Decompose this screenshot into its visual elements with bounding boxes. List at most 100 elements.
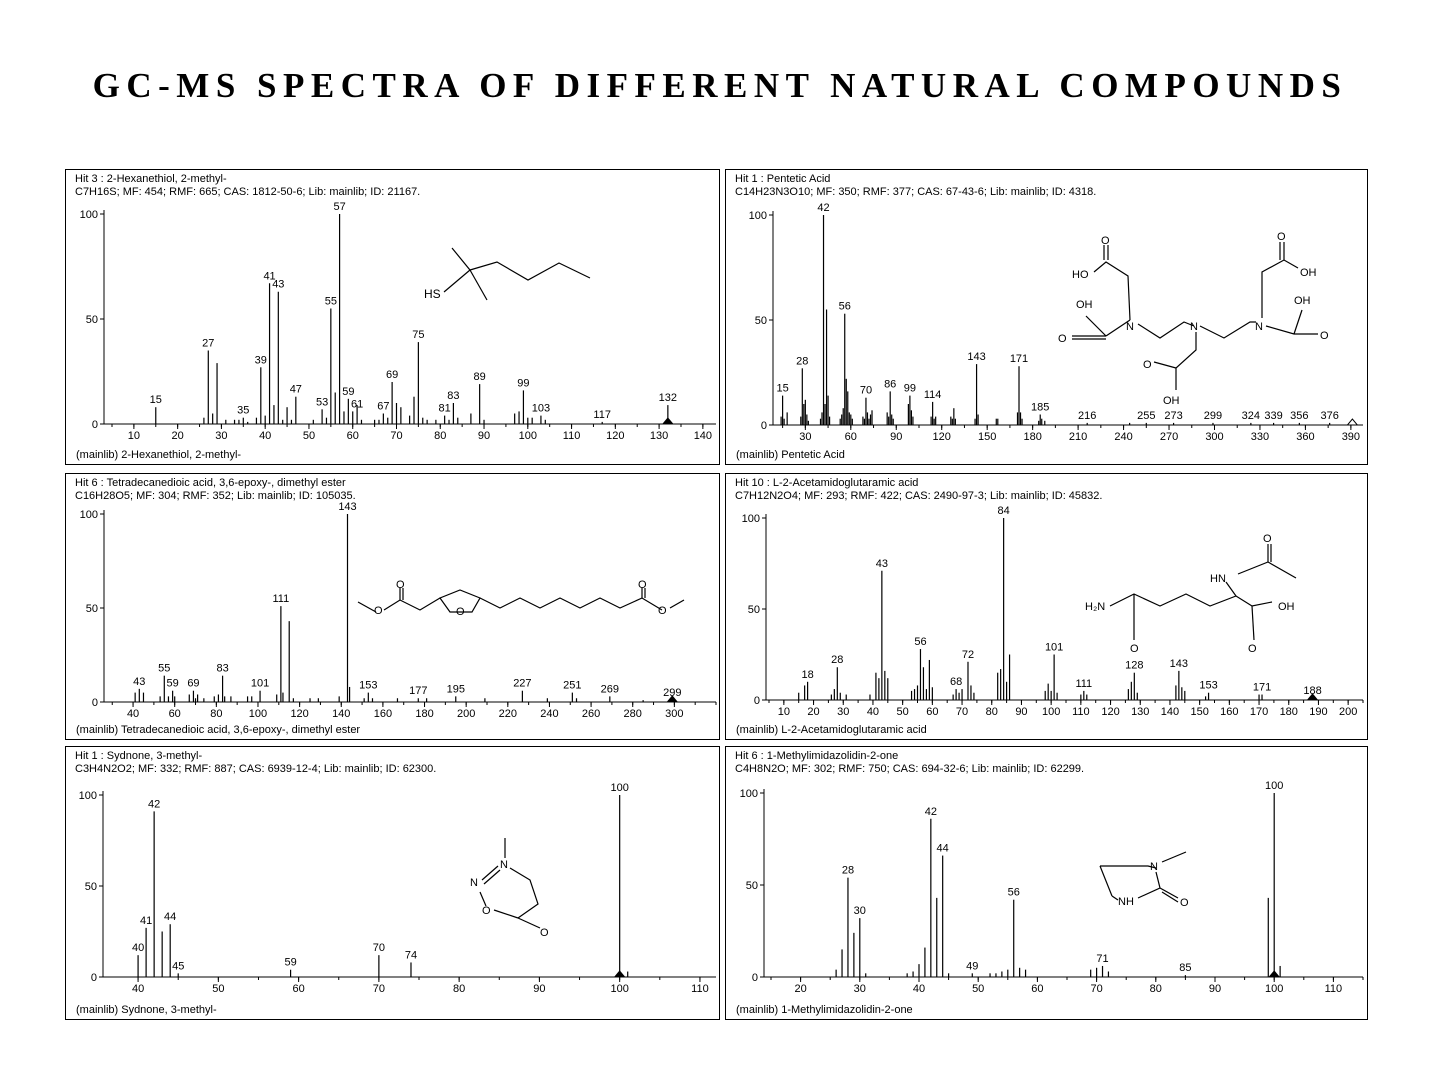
- peak-label: 339: [1264, 410, 1282, 422]
- peak-label: 85: [1179, 962, 1191, 974]
- peak-label: 75: [412, 329, 424, 341]
- y-tick-label: 50: [85, 881, 97, 893]
- molecular-ion-marker: [666, 695, 679, 703]
- x-tick-label: 70: [956, 706, 968, 718]
- y-tick-label: 50: [86, 603, 98, 615]
- svg-text:N: N: [1255, 321, 1263, 333]
- y-tick-label: 100: [749, 210, 767, 222]
- peak-label: 376: [1320, 410, 1338, 422]
- peak-label: 39: [255, 354, 267, 366]
- y-tick-label: 0: [92, 419, 98, 431]
- y-tick-label: 0: [754, 695, 760, 707]
- structure-acetamidoglutaramic: H₂N O O OH HN O: [1085, 533, 1297, 655]
- svg-text:O: O: [1263, 533, 1272, 545]
- x-tick-label: 110: [563, 430, 581, 442]
- svg-text:OH: OH: [1076, 299, 1093, 311]
- peak-label: 84: [998, 505, 1010, 517]
- spectrum-header: Hit 6 : 1-Methylimidazolidin-2-one C4H8N…: [735, 750, 1084, 775]
- peak-label: 99: [904, 383, 916, 395]
- spectrum-header: Hit 6 : Tetradecanedioic acid, 3,6-epoxy…: [75, 477, 356, 502]
- svg-text:O: O: [1058, 333, 1067, 345]
- x-tick-label: 10: [128, 430, 140, 442]
- x-tick-label: 120: [606, 430, 624, 442]
- peak-label: 18: [801, 669, 813, 681]
- spectrum-title: Hit 1 : Sydnone, 3-methyl-: [75, 750, 203, 762]
- spectrum-footer: (mainlib) L-2-Acetamidoglutaramic acid: [736, 724, 927, 736]
- axes: [103, 510, 716, 703]
- svg-text:OH: OH: [1163, 395, 1180, 407]
- x-tick-label: 300: [665, 708, 683, 720]
- svg-text:HO: HO: [1072, 269, 1089, 281]
- x-tick-label: 90: [533, 983, 545, 995]
- peak-label: 177: [409, 685, 427, 697]
- molecular-ion-marker: [613, 970, 626, 978]
- spectrum-title: Hit 6 : 1-Methylimidazolidin-2-one: [735, 750, 899, 762]
- x-tick-label: 150: [978, 431, 996, 443]
- peak-label: 89: [474, 371, 486, 383]
- peak-label: 42: [817, 202, 829, 214]
- x-tick-label: 20: [807, 706, 819, 718]
- svg-text:O: O: [396, 579, 405, 591]
- x-tick-label: 100: [249, 708, 267, 720]
- peak-label: 27: [202, 338, 214, 350]
- x-tick-label: 60: [845, 431, 857, 443]
- x-tick-label: 110: [1072, 706, 1090, 718]
- spectrum-panel-acetamidoglutaramic: Hit 10 : L-2-Acetamidoglutaramic acid C7…: [725, 473, 1368, 740]
- peak-label: 117: [593, 409, 611, 421]
- axes: [102, 791, 716, 978]
- peak-label: 53: [316, 396, 328, 408]
- structure-hexanethiol: HS: [424, 247, 591, 301]
- peak-label: 40: [132, 942, 144, 954]
- x-tick-label: 180: [415, 708, 433, 720]
- spectrum-title: Hit 1 : Pentetic Acid: [735, 173, 831, 185]
- peak-label: 99: [517, 377, 529, 389]
- x-tick-label: 60: [347, 430, 359, 442]
- svg-text:O: O: [1248, 643, 1257, 655]
- spectrum-plot: 30 60 90 120 150 180 210 240 270 300 330 360 390 0 50 1…: [749, 202, 1363, 443]
- y-tick-label: 0: [91, 972, 97, 984]
- peak-label: 47: [290, 384, 302, 396]
- x-tick-label: 80: [1150, 983, 1162, 995]
- peak-label: 30: [854, 905, 866, 917]
- svg-text:N: N: [1126, 321, 1134, 333]
- peak-label: 45: [172, 960, 184, 972]
- x-tick-label: 100: [1042, 706, 1060, 718]
- spectrum-title: Hit 6 : Tetradecanedioic acid, 3,6-epoxy…: [75, 477, 346, 489]
- peak-label: 57: [333, 201, 345, 213]
- x-tick-label: 200: [1339, 706, 1357, 718]
- spectrum-subtitle: C16H28O5; MF: 304; RMF: 352; Lib: mainli…: [75, 489, 356, 502]
- x-tick-label: 80: [453, 983, 465, 995]
- peak-label: 44: [937, 843, 949, 855]
- peak-label: 216: [1078, 410, 1096, 422]
- peak-label: 255: [1137, 410, 1155, 422]
- x-tick-label: 160: [374, 708, 392, 720]
- spectrum-footer: (mainlib) Pentetic Acid: [736, 449, 845, 461]
- x-tick-label: 330: [1251, 431, 1269, 443]
- x-tick-label: 190: [1309, 706, 1327, 718]
- molecular-ion-marker: [661, 417, 674, 425]
- svg-text:OH: OH: [1294, 295, 1311, 307]
- x-tick-label: 150: [1190, 706, 1208, 718]
- x-tick-label: 20: [794, 983, 806, 995]
- peak-label: 171: [1010, 353, 1028, 365]
- spectrum-footer: (mainlib) 1-Methylimidazolidin-2-one: [736, 1004, 913, 1016]
- peak-label: 42: [148, 798, 160, 810]
- peak-label: 70: [373, 942, 385, 954]
- y-tick-label: 50: [748, 604, 760, 616]
- structure-sydnone: N N O O: [470, 838, 549, 939]
- peak-label: 41: [263, 270, 275, 282]
- peak-label: 251: [563, 680, 581, 692]
- molecular-ion-marker: [1306, 693, 1319, 701]
- spectrum-plot: 20 30 40 50 60 70 80 90 100 110 0 50 100 28 30 42 44 49 56…: [740, 780, 1364, 995]
- x-tick-label: 100: [611, 983, 629, 995]
- peak-label: 61: [351, 398, 363, 410]
- x-tick-label: 120: [290, 708, 308, 720]
- spectrum-subtitle: C7H12N2O4; MF: 293; RMF: 422; CAS: 2490-…: [735, 489, 1103, 502]
- peak-label: 83: [447, 390, 459, 402]
- x-tick-label: 120: [933, 431, 951, 443]
- y-tick-label: 50: [755, 315, 767, 327]
- x-tick-label: 110: [691, 983, 709, 995]
- x-tick-label: 70: [1090, 983, 1102, 995]
- peak-label: 28: [796, 355, 808, 367]
- x-tick-label: 210: [1069, 431, 1087, 443]
